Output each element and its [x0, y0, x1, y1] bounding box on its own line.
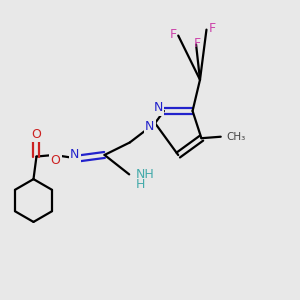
Text: F: F [208, 22, 215, 34]
Text: O: O [32, 128, 41, 141]
Text: H: H [136, 178, 145, 191]
Text: F: F [169, 28, 176, 40]
Text: N: N [154, 101, 163, 115]
Text: NH: NH [136, 168, 154, 181]
Text: N: N [145, 120, 154, 133]
Text: F: F [194, 37, 201, 50]
Text: N: N [70, 148, 80, 161]
Text: CH₃: CH₃ [227, 132, 246, 142]
Text: O: O [50, 154, 60, 167]
